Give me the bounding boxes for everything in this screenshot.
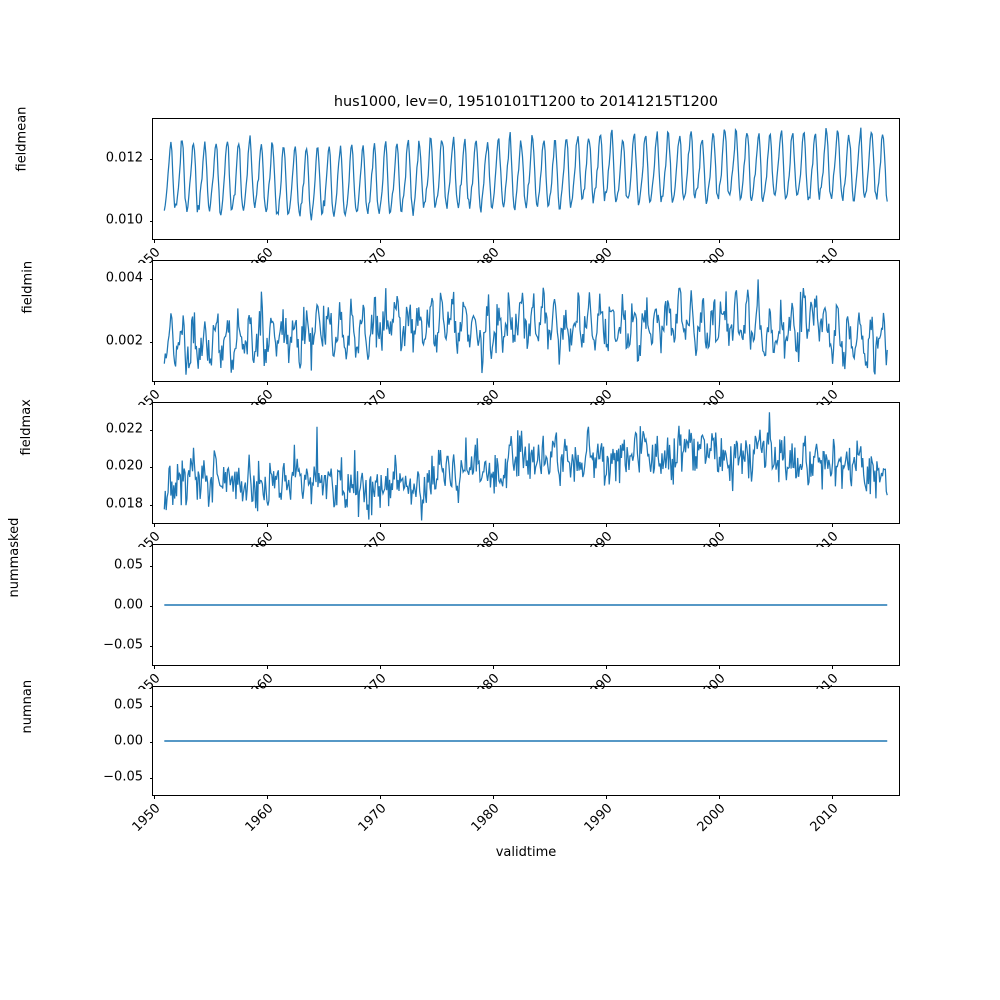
plot-panel-fieldmin xyxy=(149,260,900,385)
x-tick-mark xyxy=(154,665,155,669)
y-tick-mark xyxy=(149,278,153,280)
x-tick-mark xyxy=(606,523,608,527)
x-tick-mark xyxy=(154,523,155,527)
y-tick-label-fieldmax-2: 0.022 xyxy=(105,421,143,436)
y-tick-mark xyxy=(149,606,153,607)
y-tick-mark xyxy=(149,646,153,647)
y-tick-label-fieldmin-1: 0.004 xyxy=(105,270,143,286)
x-tick-label-fieldmax-0: 1950 xyxy=(129,529,164,547)
y-axis-label-fieldmax: fieldmax xyxy=(18,399,34,456)
x-tick-mark xyxy=(832,795,834,799)
x-tick-mark xyxy=(154,381,155,385)
y-tick-mark xyxy=(149,158,153,160)
x-tick-mark xyxy=(267,523,269,527)
data-line-fieldmean xyxy=(164,128,887,221)
y-tick-label-numnan-0: −0.05 xyxy=(103,769,143,785)
x-tick-mark xyxy=(267,239,269,243)
x-tick-mark xyxy=(267,665,269,669)
y-tick-label-fieldmin-0: 0.002 xyxy=(105,333,143,349)
plot-panel-nummasked xyxy=(149,544,900,669)
x-tick-mark xyxy=(154,239,155,243)
y-tick-mark xyxy=(149,467,153,469)
x-tick-mark xyxy=(832,665,834,669)
y-tick-label-fieldmax-1: 0.020 xyxy=(105,458,143,474)
data-line-fieldmin xyxy=(164,279,887,374)
x-tick-label-numnan-0: 1950 xyxy=(129,801,164,836)
y-axis-label-numnan: numnan xyxy=(20,679,36,734)
y-tick-label-fieldmean-1: 0.012 xyxy=(105,150,143,166)
x-tick-label-fieldmin-0: 1950 xyxy=(129,387,164,405)
x-tick-mark xyxy=(606,665,608,669)
x-axis-label: validtime xyxy=(495,845,557,860)
y-tick-label-nummasked-2: 0.05 xyxy=(114,557,143,573)
y-axis-label-nummasked: nummasked xyxy=(7,517,23,598)
plot-area-fieldmin xyxy=(153,261,899,381)
x-tick-mark xyxy=(380,381,382,385)
x-tick-mark xyxy=(380,523,382,527)
plot-area-numnan xyxy=(153,687,899,795)
x-tick-mark xyxy=(493,381,495,385)
y-tick-mark xyxy=(149,566,153,567)
x-tick-mark xyxy=(606,239,608,243)
y-tick-label-numnan-2: 0.05 xyxy=(114,697,143,713)
x-tick-mark xyxy=(832,381,834,385)
y-tick-mark xyxy=(149,778,153,779)
x-tick-mark xyxy=(380,795,382,799)
plot-area-nummasked xyxy=(153,545,899,665)
y-tick-label-nummasked-0: −0.05 xyxy=(103,637,143,653)
x-tick-mark xyxy=(832,239,834,243)
plot-panel-numnan xyxy=(149,686,900,799)
data-line-fieldmax xyxy=(164,412,887,520)
x-tick-mark xyxy=(267,795,269,799)
x-tick-mark xyxy=(493,795,495,799)
x-tick-mark xyxy=(380,239,382,243)
y-tick-mark xyxy=(149,429,153,431)
plot-area-fieldmean xyxy=(153,119,899,239)
y-tick-mark xyxy=(149,742,153,743)
x-tick-mark xyxy=(719,381,721,385)
plot-area-fieldmax xyxy=(153,403,899,523)
y-tick-mark xyxy=(149,706,153,707)
x-tick-mark xyxy=(719,523,721,527)
y-tick-label-nummasked-1: 0.00 xyxy=(114,597,143,613)
y-tick-label-fieldmax-0: 0.018 xyxy=(105,496,143,512)
x-tick-mark xyxy=(154,795,155,799)
x-tick-mark xyxy=(832,523,834,527)
x-tick-mark xyxy=(267,381,269,385)
y-tick-mark xyxy=(149,220,153,222)
figure-title: hus1000, lev=0, 19510101T1200 to 2014121… xyxy=(333,94,719,110)
x-tick-mark xyxy=(606,381,608,385)
x-tick-mark xyxy=(380,665,382,669)
plot-panel-fieldmean xyxy=(149,118,900,243)
x-tick-mark xyxy=(719,795,721,799)
y-tick-mark xyxy=(149,505,153,507)
y-tick-label-fieldmean-0: 0.010 xyxy=(105,212,143,228)
y-tick-label-numnan-1: 0.00 xyxy=(114,733,143,749)
x-tick-mark xyxy=(493,523,495,527)
y-axis-label-fieldmin: fieldmin xyxy=(20,260,36,314)
x-tick-mark xyxy=(493,239,495,243)
x-tick-mark xyxy=(493,665,495,669)
y-axis-label-fieldmean: fieldmean xyxy=(14,106,30,172)
x-tick-mark xyxy=(606,795,608,799)
x-tick-mark xyxy=(719,665,721,669)
x-tick-mark xyxy=(719,239,721,243)
y-tick-mark xyxy=(149,342,153,344)
plot-panel-fieldmax xyxy=(149,402,900,527)
